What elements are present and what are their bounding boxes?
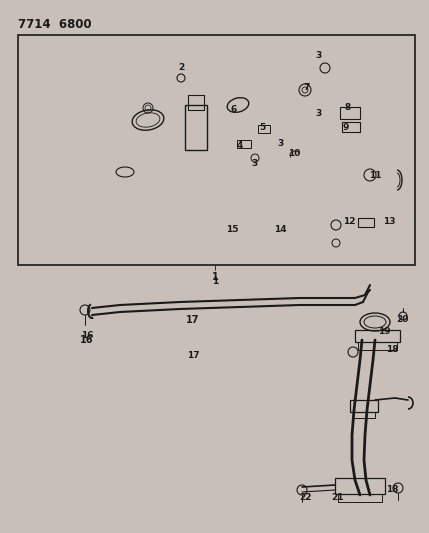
Text: 16: 16 (80, 335, 94, 345)
Bar (188, 95, 204, 110)
Bar (185, 105, 207, 150)
Text: 15: 15 (226, 225, 238, 235)
Text: 10: 10 (288, 149, 300, 157)
Text: 9: 9 (343, 123, 349, 132)
Text: 21: 21 (332, 494, 344, 503)
Text: 14: 14 (274, 225, 286, 235)
Text: 4: 4 (237, 141, 243, 149)
Text: 12: 12 (343, 217, 355, 227)
Text: 16: 16 (81, 330, 93, 340)
Bar (18, 35, 415, 265)
Bar (350, 400, 378, 412)
Bar (342, 122, 360, 132)
Text: 13: 13 (383, 217, 395, 227)
Text: 20: 20 (396, 316, 408, 325)
Text: 18: 18 (386, 345, 398, 354)
Text: 17: 17 (186, 315, 200, 325)
Text: 7714  6800: 7714 6800 (18, 18, 92, 31)
Text: 6: 6 (231, 106, 237, 115)
Bar (237, 140, 251, 148)
Text: 3: 3 (252, 158, 258, 167)
Text: 18: 18 (386, 486, 398, 495)
Text: 7: 7 (304, 83, 310, 92)
Bar (338, 494, 382, 502)
Text: 5: 5 (259, 123, 265, 132)
Text: 1: 1 (211, 272, 218, 282)
Text: 1: 1 (212, 278, 218, 287)
Bar (353, 412, 375, 418)
Bar (358, 342, 397, 350)
Bar (335, 478, 385, 494)
Bar (358, 218, 374, 227)
Text: 11: 11 (369, 171, 381, 180)
Bar (355, 330, 400, 342)
Text: 8: 8 (345, 103, 351, 112)
Text: 3: 3 (315, 51, 321, 60)
Text: 3: 3 (277, 139, 283, 148)
Text: 3: 3 (316, 109, 322, 118)
Text: 2: 2 (178, 62, 184, 71)
Text: 19: 19 (378, 327, 390, 336)
Bar (340, 107, 360, 119)
Text: 22: 22 (299, 494, 311, 503)
Text: 17: 17 (187, 351, 199, 359)
Bar (258, 125, 270, 133)
